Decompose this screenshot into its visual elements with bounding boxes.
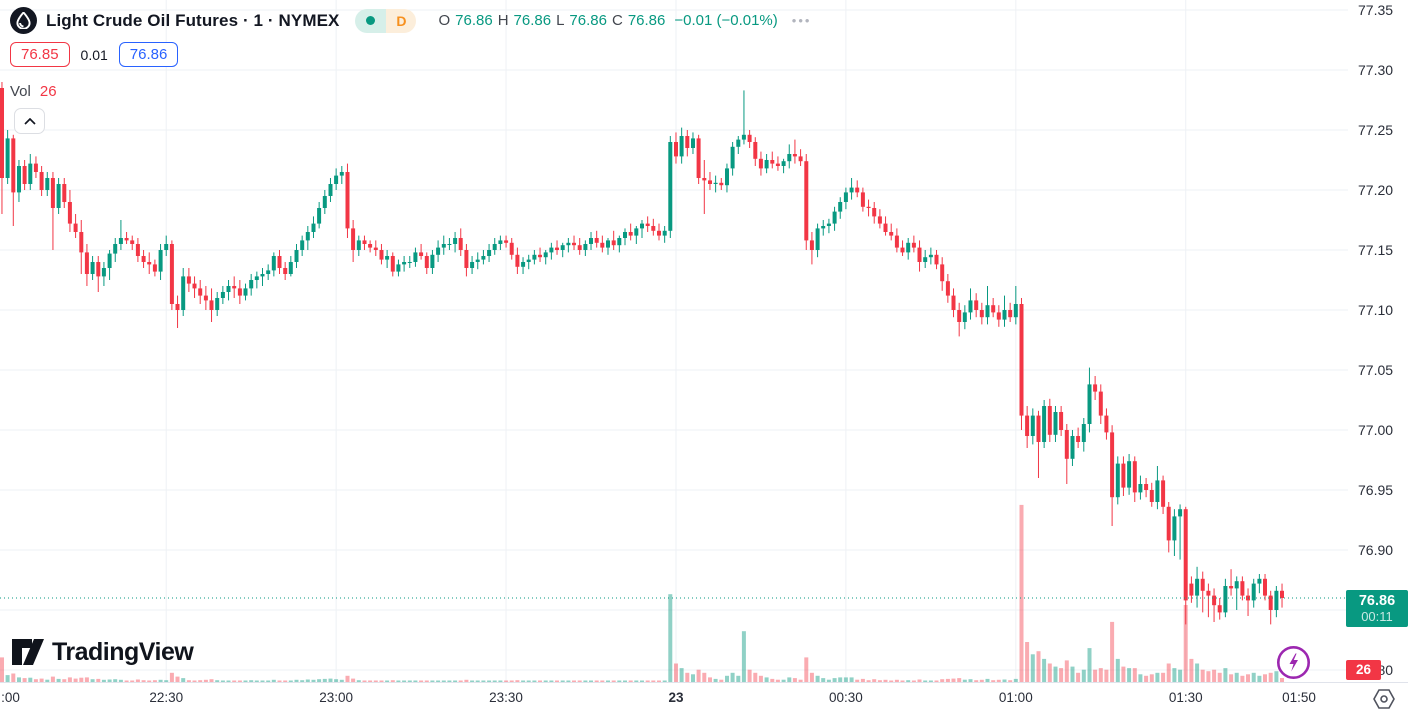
quick-trade-panel: 76.85 0.01 76.86 [10,42,179,67]
symbol-title[interactable]: Light Crude Oil Futures · 1 · NYMEX [46,10,340,30]
close-value: 76.86 [627,12,666,29]
ohlc-readout: O 76.86 H 76.86 L 76.86 C 76.86 −0.01 (−0.01… [438,12,777,29]
candle-series [0,82,1284,625]
tradingview-logo[interactable]: TradingView [10,637,194,667]
last-price-badge: 76.86 00:11 [1346,590,1408,627]
time-tick: :00 [1,690,20,705]
gridlines [0,0,1348,682]
lightning-icon [1277,646,1310,679]
high-value: 76.86 [513,12,552,29]
price-tick: 77.05 [1358,362,1394,379]
status-timeframe-pill: D [355,8,417,33]
time-tick: 01:30 [1168,690,1203,705]
low-label: L [556,12,565,29]
close-label: C [611,12,623,29]
time-tick: 01:00 [998,690,1033,705]
price-tick: 77.00 [1358,422,1394,439]
market-open-dot-icon [366,16,376,25]
spread-value: 0.01 [80,46,108,63]
price-tick: 77.15 [1358,242,1394,259]
time-tick: 23:00 [319,690,354,705]
buy-price-button[interactable]: 76.86 [118,42,179,67]
time-tick: 00:30 [828,690,863,705]
volume-axis-badge: 26 [1346,660,1381,680]
price-axis[interactable]: 77.35 77.30 77.25 77.20 77.15 77.10 77.05 77.00… [1348,0,1408,682]
price-tick: 77.25 [1358,122,1394,139]
high-label: H [497,12,509,29]
time-tick: 22:30 [149,690,184,705]
low-value: 76.86 [569,12,607,29]
change-value: −0.01 (−0.01%) [674,12,778,29]
volume-value: 26 [39,83,57,100]
tradingview-glyph-icon [12,639,44,665]
volume-bars [0,504,1284,682]
price-tick: 76.95 [1358,482,1394,499]
market-status-segment [355,8,387,33]
open-value: 76.86 [455,12,493,29]
more-options-icon[interactable]: ••• [791,13,812,28]
price-tick: 76.90 [1358,542,1394,559]
price-tick: 77.30 [1358,62,1394,79]
time-tick: 23 [668,690,684,705]
time-tick: 01:50 [1282,690,1316,705]
last-price-value: 76.86 [1358,593,1396,609]
time-tick: 23:30 [489,690,523,705]
volume-legend: Vol 26 [10,83,57,100]
timeframe-d-badge[interactable]: D [386,8,417,33]
chevron-up-icon [23,117,36,125]
price-tick: 77.20 [1358,182,1394,199]
scale-settings-icon[interactable] [1372,688,1396,714]
sell-price-button[interactable]: 76.85 [10,42,70,67]
chart-canvas[interactable] [0,0,1348,682]
tradingview-wordmark: TradingView [52,637,194,666]
symbol-logo-icon [10,7,37,34]
collapse-legend-button[interactable] [14,108,45,134]
price-tick: 77.35 [1358,2,1394,19]
time-axis[interactable]: :00 22:30 23:00 23:30 23 00:30 01:00 01:30 01:50 [0,682,1408,714]
open-label: O [438,12,451,29]
volume-label: Vol [10,83,31,100]
instant-trading-button[interactable] [1276,645,1311,680]
price-tick: 77.10 [1358,302,1394,319]
bar-countdown: 00:11 [1361,609,1393,624]
